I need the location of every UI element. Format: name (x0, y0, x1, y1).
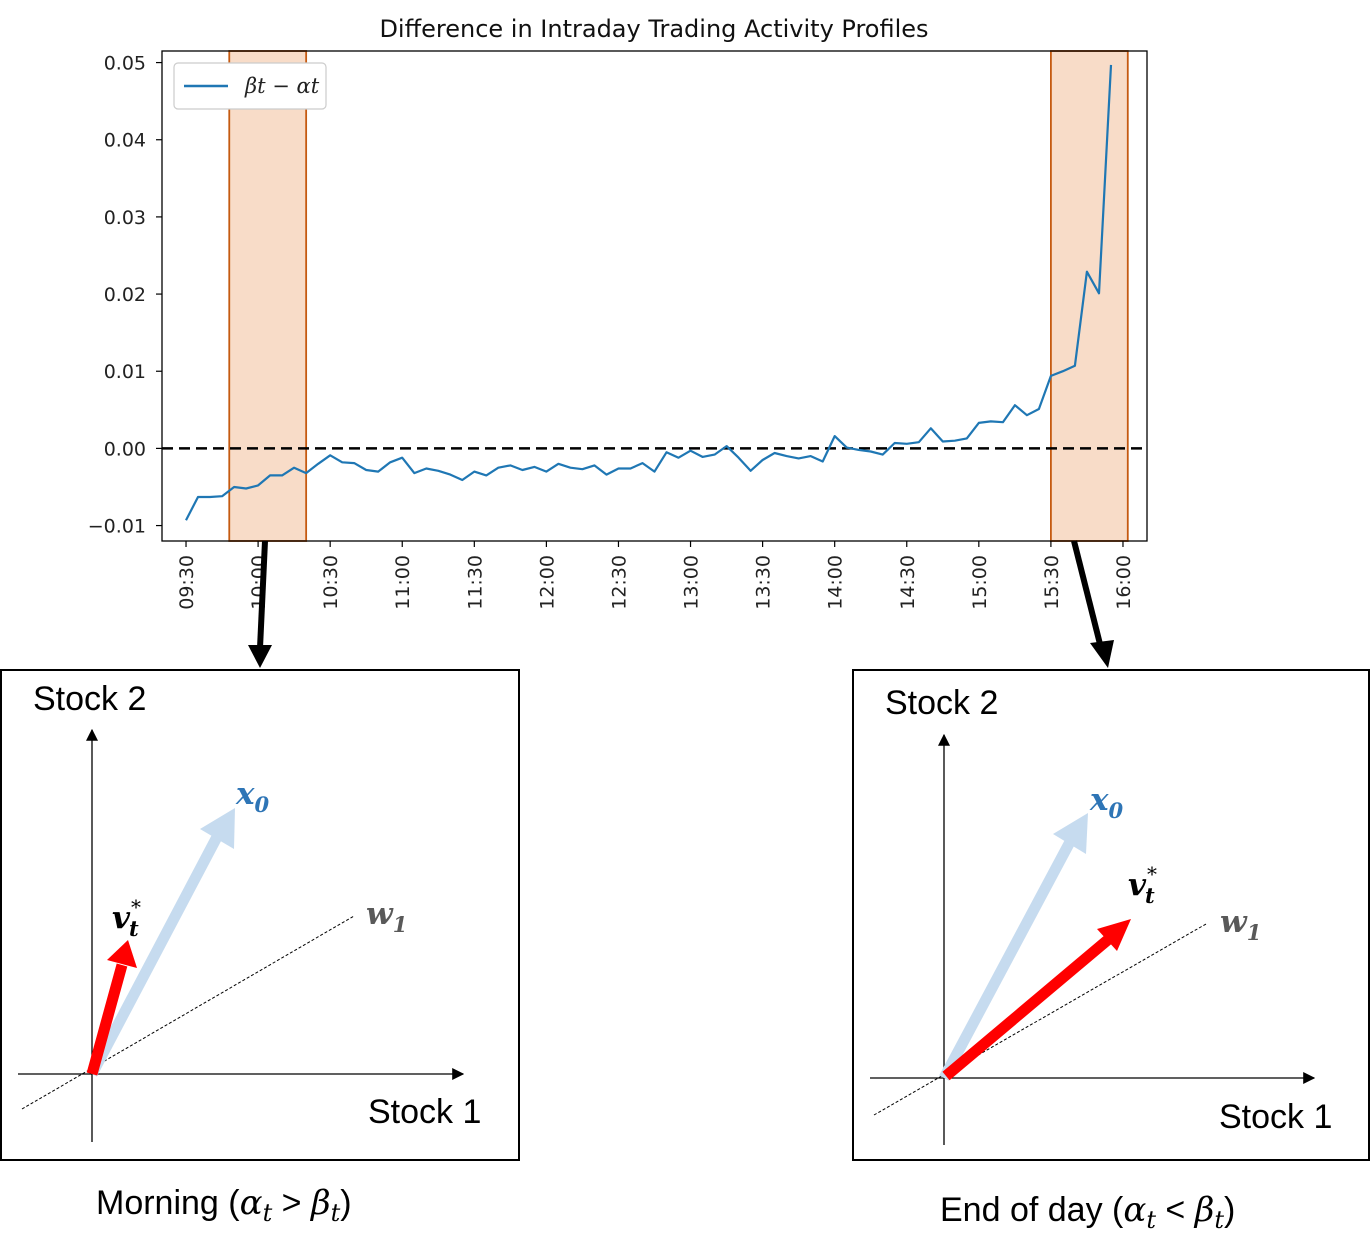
y-tick-label: 0.04 (104, 130, 146, 152)
line-chart: Difference in Intraday Trading Activity … (88, 15, 1148, 610)
x-tick-label: 15:30 (1041, 555, 1063, 610)
v-star-label: v* t (1128, 862, 1157, 908)
y-tick-label: 0.03 (104, 207, 146, 229)
x-axis: 09:30 10:00 10:30 11:00 11:30 12:00 12:30 13:00… (176, 541, 1135, 610)
x0-arrow (87, 832, 223, 1077)
x-tick-label: 11:30 (464, 555, 486, 610)
panel-end-of-day: Stock 2 Stock 1 x0 v* t w1 (852, 669, 1370, 1161)
panel-morning: Stock 2 Stock 1 x0 v* t w1 (0, 669, 520, 1161)
w1-label: w1 (366, 896, 407, 937)
y-tick-label: 0.00 (104, 438, 146, 460)
v-star-arrowhead (1097, 919, 1131, 951)
connector-arrowhead-left (248, 645, 272, 668)
v-star-arrow (942, 933, 1114, 1081)
y-axis-label-stock2: Stock 2 (885, 684, 998, 722)
highlight-ranges (228, 50, 1129, 542)
x-tick-label: 11:00 (392, 555, 414, 610)
x-tick-label: 13:00 (681, 555, 703, 610)
x-axis-label-stock1: Stock 1 (368, 1093, 481, 1131)
x-tick-label: 16:00 (1113, 555, 1135, 610)
connector-arrow-left (257, 540, 268, 649)
legend-frame (173, 62, 327, 110)
legend-label: βt − αt (244, 74, 320, 98)
x-tick-label: 12:30 (608, 555, 630, 610)
legend: βt − αt (173, 62, 327, 110)
y-tick-label: 0.02 (104, 284, 146, 306)
w1-direction-line (21, 915, 355, 1110)
plot-frame (161, 50, 1148, 542)
w1-label: w1 (1220, 904, 1261, 945)
x-tick-label: 13:30 (753, 555, 775, 610)
v-star-label: v* t (112, 895, 141, 941)
y-tick-label: 0.01 (104, 361, 146, 383)
y-tick-label: 0.05 (104, 53, 146, 75)
highlight-range-1 (228, 50, 308, 542)
x-tick-label: 15:00 (969, 555, 991, 610)
x-tick-label: 14:00 (825, 555, 847, 610)
highlight-range-2 (1050, 50, 1129, 542)
y-axis: 0.05 0.04 0.03 0.02 0.01 0.00 −0.01 (88, 53, 162, 538)
x-tick-label: 10:30 (320, 555, 342, 610)
panel-frame (0, 669, 520, 1161)
x-tick-label: 12:00 (536, 555, 558, 610)
x0-arrow (939, 837, 1076, 1081)
caption-end-of-day: End of day (αt < βt) (940, 1190, 1235, 1234)
v-star-arrow (86, 963, 128, 1076)
y-axis-label-stock2: Stock 2 (33, 680, 146, 718)
connector-arrow-right (1071, 540, 1104, 649)
w1-direction-line (873, 923, 1207, 1116)
x-axis-label-stock1: Stock 1 (1219, 1098, 1332, 1136)
x0-arrowhead (200, 808, 235, 849)
x-tick-label: 14:30 (897, 555, 919, 610)
panel-frame (852, 669, 1370, 1161)
v-star-arrowhead (107, 940, 137, 968)
series-line-beta-minus-alpha (185, 64, 1113, 521)
y-tick-label: −0.01 (88, 516, 146, 538)
caption-morning: Morning (αt > βt) (96, 1183, 352, 1227)
x0-label: x0 (235, 776, 269, 817)
connector-arrowhead-right (1090, 640, 1114, 668)
x-tick-label: 09:30 (176, 555, 198, 610)
x0-arrowhead (1053, 813, 1088, 854)
chart-title: Difference in Intraday Trading Activity … (379, 15, 928, 43)
x0-label: x0 (1089, 782, 1123, 823)
